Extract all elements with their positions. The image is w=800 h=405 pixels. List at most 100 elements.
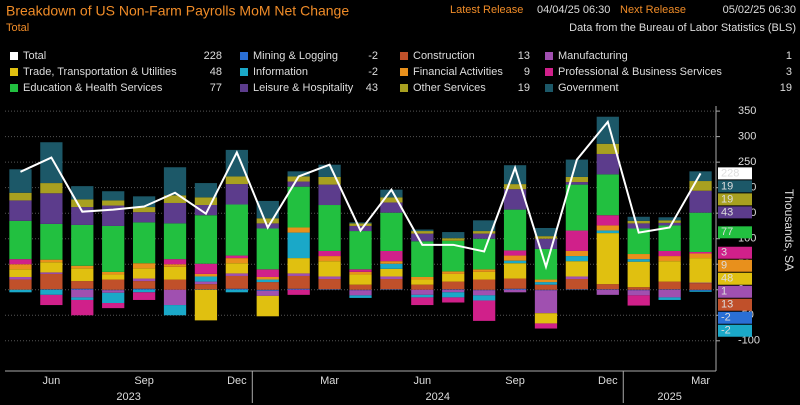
bar-segment — [9, 220, 32, 260]
bar-segment — [503, 260, 527, 264]
legend-value: 48 — [210, 66, 222, 78]
bar-segment — [689, 282, 712, 284]
bar-segment — [132, 288, 156, 290]
bar-segment — [40, 142, 63, 184]
bar-segment — [689, 253, 712, 259]
legend-label: Leisure & Hospitality — [253, 82, 354, 94]
bar-segment — [102, 292, 125, 304]
bar-segment — [318, 205, 341, 251]
bar-segment — [411, 276, 434, 280]
legend-value: 3 — [786, 66, 792, 78]
bar-segment — [658, 289, 681, 290]
bar-segment — [596, 233, 619, 285]
bar-segment — [194, 183, 218, 198]
x-tick-label: Dec — [598, 375, 618, 387]
bar-segment — [627, 228, 650, 255]
bar-segment — [689, 251, 712, 254]
bar-segment — [9, 264, 32, 270]
value-tag-label: 228 — [721, 167, 739, 179]
legend-label: Information — [253, 66, 308, 78]
bar-segment — [102, 279, 125, 290]
legend-swatch — [10, 68, 18, 76]
bar-segment — [71, 289, 94, 298]
y-axis-label: Thousands, SA — [782, 189, 796, 271]
bar-segment — [163, 279, 187, 290]
legend-swatch — [400, 84, 408, 92]
value-tag-label: 13 — [721, 299, 733, 311]
legend-label: Manufacturing — [558, 50, 628, 62]
bar-segment — [596, 289, 619, 290]
legend-label: Total — [23, 50, 46, 62]
bar-segment — [565, 184, 589, 231]
bar-segment — [658, 250, 681, 257]
bar-segment — [225, 176, 248, 185]
bar-segment — [380, 268, 403, 277]
legend-swatch — [240, 68, 248, 76]
legend-value: -2 — [368, 50, 378, 62]
legend-label: Professional & Business Services — [558, 66, 722, 78]
bar-segment — [565, 230, 589, 251]
value-tag-label: 48 — [721, 273, 733, 285]
legend-value: 19 — [518, 82, 530, 94]
bar-segment — [163, 202, 187, 224]
value-tag — [718, 226, 752, 239]
bar-segment — [442, 292, 465, 298]
bar-segment — [473, 233, 496, 239]
bar-segment — [473, 279, 496, 290]
bar-segment — [71, 297, 94, 300]
bar-segment — [163, 259, 187, 265]
value-tag — [718, 259, 752, 272]
bar-segment — [503, 289, 527, 293]
bar-segment — [473, 290, 496, 296]
value-tag-label: 77 — [721, 226, 733, 238]
bar-segment — [534, 279, 558, 283]
bar-segment — [40, 294, 63, 306]
x-tick-label: Jun — [42, 375, 60, 387]
bar-segment — [71, 186, 94, 200]
value-tag-label: 19 — [721, 193, 733, 205]
bar-segment — [411, 294, 434, 298]
bar-segment — [442, 232, 465, 239]
bar-segment — [473, 289, 496, 291]
legend-value: 13 — [518, 50, 530, 62]
value-tag-label: -2 — [721, 312, 731, 324]
bar-segment — [9, 276, 32, 280]
bar-segment — [411, 289, 434, 295]
bar-segment — [689, 283, 712, 290]
bar-segment — [163, 167, 187, 196]
bar-segment — [596, 143, 619, 154]
bar-segment — [287, 176, 310, 182]
y-tick-label: 300 — [738, 131, 756, 143]
value-tag-label: -2 — [721, 325, 731, 337]
bar-segment — [627, 261, 650, 288]
bar-segment — [132, 263, 156, 269]
bar-segment — [627, 223, 650, 229]
bar-segment — [225, 275, 248, 289]
bar-segment — [256, 279, 279, 283]
bar-segment — [627, 220, 650, 224]
bar-segment — [565, 250, 589, 257]
bar-segment — [287, 186, 310, 228]
bar-segment — [40, 183, 63, 194]
bar-segment — [380, 261, 403, 264]
bar-segment — [40, 193, 63, 224]
total-line — [20, 119, 702, 271]
bar-segment — [194, 284, 218, 290]
bar-segment — [534, 282, 558, 285]
bar-segment — [658, 297, 681, 300]
legend-label: Construction — [413, 50, 475, 62]
bar-segment — [9, 289, 32, 293]
bar-segment — [503, 278, 527, 289]
bar-segment — [627, 290, 650, 296]
bar-segment — [256, 290, 279, 296]
legend-value: 228 — [204, 50, 222, 62]
legend-label: Trade, Transportation & Utilities — [23, 66, 177, 78]
legend-value: 9 — [524, 66, 530, 78]
value-tag — [718, 246, 752, 259]
bar-segment — [9, 192, 32, 201]
value-tag-label: 1 — [721, 286, 727, 298]
legend-swatch — [10, 84, 18, 92]
bar-segment — [473, 269, 496, 272]
x-tick-label: Mar — [320, 375, 339, 387]
bar-segment — [318, 256, 341, 262]
